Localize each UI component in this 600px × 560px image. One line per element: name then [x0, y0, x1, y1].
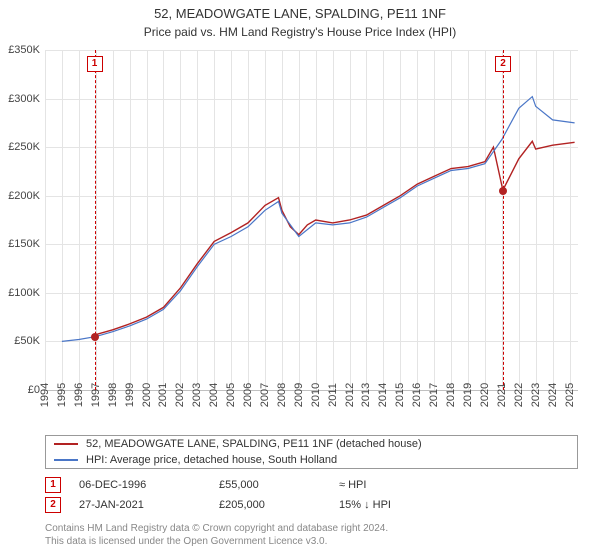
legend-row: HPI: Average price, detached house, Sout… — [46, 452, 577, 468]
event-marker-dot — [91, 333, 99, 341]
attribution-line: This data is licensed under the Open Gov… — [45, 535, 578, 548]
attribution: Contains HM Land Registry data © Crown c… — [45, 522, 578, 548]
y-tick-label: £0 — [0, 384, 40, 396]
page-title: 52, MEADOWGATE LANE, SPALDING, PE11 1NF — [0, 0, 600, 23]
event-line — [503, 50, 504, 390]
tx-marker-box: 1 — [45, 477, 61, 493]
page-subtitle: Price paid vs. HM Land Registry's House … — [0, 23, 600, 39]
y-tick-label: £250K — [0, 141, 40, 153]
y-tick-label: £100K — [0, 287, 40, 299]
tx-delta: 15% ↓ HPI — [339, 499, 459, 511]
legend-swatch — [54, 443, 78, 445]
y-tick-label: £300K — [0, 93, 40, 105]
legend-row: 52, MEADOWGATE LANE, SPALDING, PE11 1NF … — [46, 436, 577, 452]
tx-price: £55,000 — [219, 479, 339, 491]
tx-date: 06-DEC-1996 — [79, 479, 219, 491]
chart-container: 52, MEADOWGATE LANE, SPALDING, PE11 1NF … — [0, 0, 600, 560]
y-tick-label: £200K — [0, 190, 40, 202]
legend-label: HPI: Average price, detached house, Sout… — [86, 454, 337, 466]
tx-date: 27-JAN-2021 — [79, 499, 219, 511]
event-marker-dot — [499, 187, 507, 195]
y-tick-label: £150K — [0, 238, 40, 250]
series-line — [62, 97, 575, 342]
y-tick-label: £350K — [0, 44, 40, 56]
chart-lines — [45, 50, 578, 390]
transaction-table: 1 06-DEC-1996 £55,000 ≈ HPI 2 27-JAN-202… — [45, 475, 578, 515]
attribution-line: Contains HM Land Registry data © Crown c… — [45, 522, 578, 535]
legend-swatch — [54, 459, 78, 461]
tx-delta: ≈ HPI — [339, 479, 459, 491]
event-number-box: 2 — [495, 56, 511, 72]
tx-price: £205,000 — [219, 499, 339, 511]
table-row: 1 06-DEC-1996 £55,000 ≈ HPI — [45, 475, 578, 495]
event-number-box: 1 — [87, 56, 103, 72]
y-tick-label: £50K — [0, 335, 40, 347]
legend-label: 52, MEADOWGATE LANE, SPALDING, PE11 1NF … — [86, 438, 422, 450]
table-row: 2 27-JAN-2021 £205,000 15% ↓ HPI — [45, 495, 578, 515]
tx-marker-box: 2 — [45, 497, 61, 513]
legend: 52, MEADOWGATE LANE, SPALDING, PE11 1NF … — [45, 435, 578, 469]
